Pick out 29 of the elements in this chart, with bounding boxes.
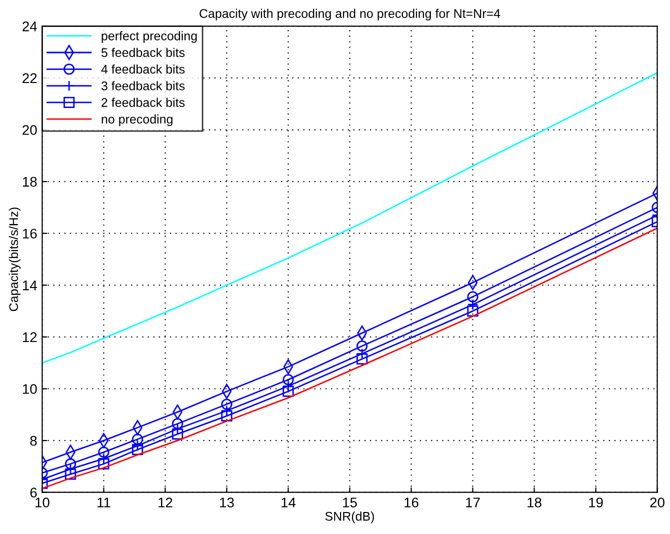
legend-label: 3 feedback bits [101, 81, 185, 90]
y-axis-title: Capacity(bits/s/Hz) [8, 208, 21, 312]
y-tick-label: 18 [22, 176, 37, 187]
y-tick-label: 8 [30, 436, 37, 446]
x-tick-label: 16 [404, 498, 418, 508]
x-tick-label: 18 [528, 498, 542, 508]
legend-label: 4 feedback bits [101, 64, 185, 74]
y-tick-label: 22 [22, 73, 37, 83]
y-tick-label: 20 [22, 125, 37, 135]
legend-label: perfect precoding [102, 31, 197, 43]
x-tick-label: 19 [589, 498, 603, 508]
x-tick-label: 14 [282, 498, 296, 508]
y-tick-label: 24 [22, 22, 37, 32]
x-tick-label: 12 [158, 498, 172, 508]
x-tick-label: 15 [343, 498, 357, 508]
y-tick-label: 10 [22, 384, 37, 394]
y-tick-label: 12 [22, 332, 37, 342]
x-tick-label: 11 [98, 498, 110, 508]
y-tick-label: 14 [22, 280, 37, 290]
x-axis-title: SNR(dB) [325, 512, 374, 524]
legend-label: 5 feedback bits [101, 48, 185, 57]
legend-label: no precoding [102, 114, 172, 126]
y-tick-label: 6 [30, 488, 37, 498]
y-tick-label: 16 [22, 228, 37, 239]
legend-label: 2 feedback bits [102, 98, 185, 107]
chart-title: Capacity with precoding and no precoding for Nt=Nr=4 [200, 8, 500, 20]
x-tick-label: 17 [466, 498, 480, 508]
x-tick-label: 20 [650, 498, 664, 508]
x-tick-label: 13 [220, 498, 234, 508]
